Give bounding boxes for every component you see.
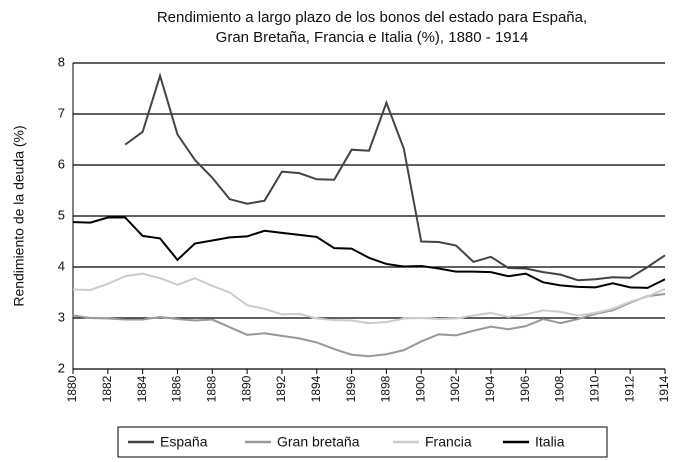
y-tick-label: 4 (58, 258, 65, 273)
x-tick-label: 1914 (657, 375, 671, 402)
x-tick-label: 1892 (274, 375, 288, 402)
y-tick-label: 3 (58, 309, 65, 324)
legend-label: España (160, 434, 208, 450)
x-tick-label: 1912 (622, 375, 636, 402)
y-tick-label: 7 (58, 105, 65, 120)
y-tick-label: 5 (58, 207, 65, 222)
x-tick-label: 1882 (100, 375, 114, 402)
x-tick-label: 1904 (483, 375, 497, 402)
x-tick-label: 1898 (379, 375, 393, 402)
x-tick-label: 1896 (344, 375, 358, 402)
legend-label: Gran bretaña (277, 434, 360, 450)
legend-label: Italia (535, 434, 565, 450)
x-tick-label: 1910 (588, 375, 602, 402)
x-tick-label: 1900 (413, 375, 427, 402)
series-line (72, 216, 666, 289)
x-tick-label: 1888 (204, 375, 218, 402)
x-tick-label: 1880 (65, 375, 79, 402)
x-tick-label: 1894 (309, 375, 323, 402)
x-tick-label: 1902 (448, 375, 462, 402)
chart-title: Rendimiento a largo plazo de los bonos d… (157, 9, 587, 26)
x-tick-label: 1908 (553, 375, 567, 402)
x-tick-label: 1886 (170, 375, 184, 402)
y-tick-label: 6 (58, 156, 65, 171)
series-line (72, 293, 666, 358)
chart-title: Gran Bretaña, Francia e Italia (%), 1880… (216, 29, 529, 46)
y-tick-label: 8 (58, 54, 65, 69)
series-line (72, 272, 666, 325)
y-axis-label: Rendimiento de la deuda (%) (11, 125, 27, 306)
legend-label: Francia (425, 434, 472, 450)
x-tick-label: 1884 (135, 375, 149, 402)
x-tick-label: 1890 (239, 375, 253, 402)
y-tick-label: 2 (58, 360, 65, 375)
x-tick-label: 1906 (518, 375, 532, 402)
series-line (124, 72, 666, 282)
